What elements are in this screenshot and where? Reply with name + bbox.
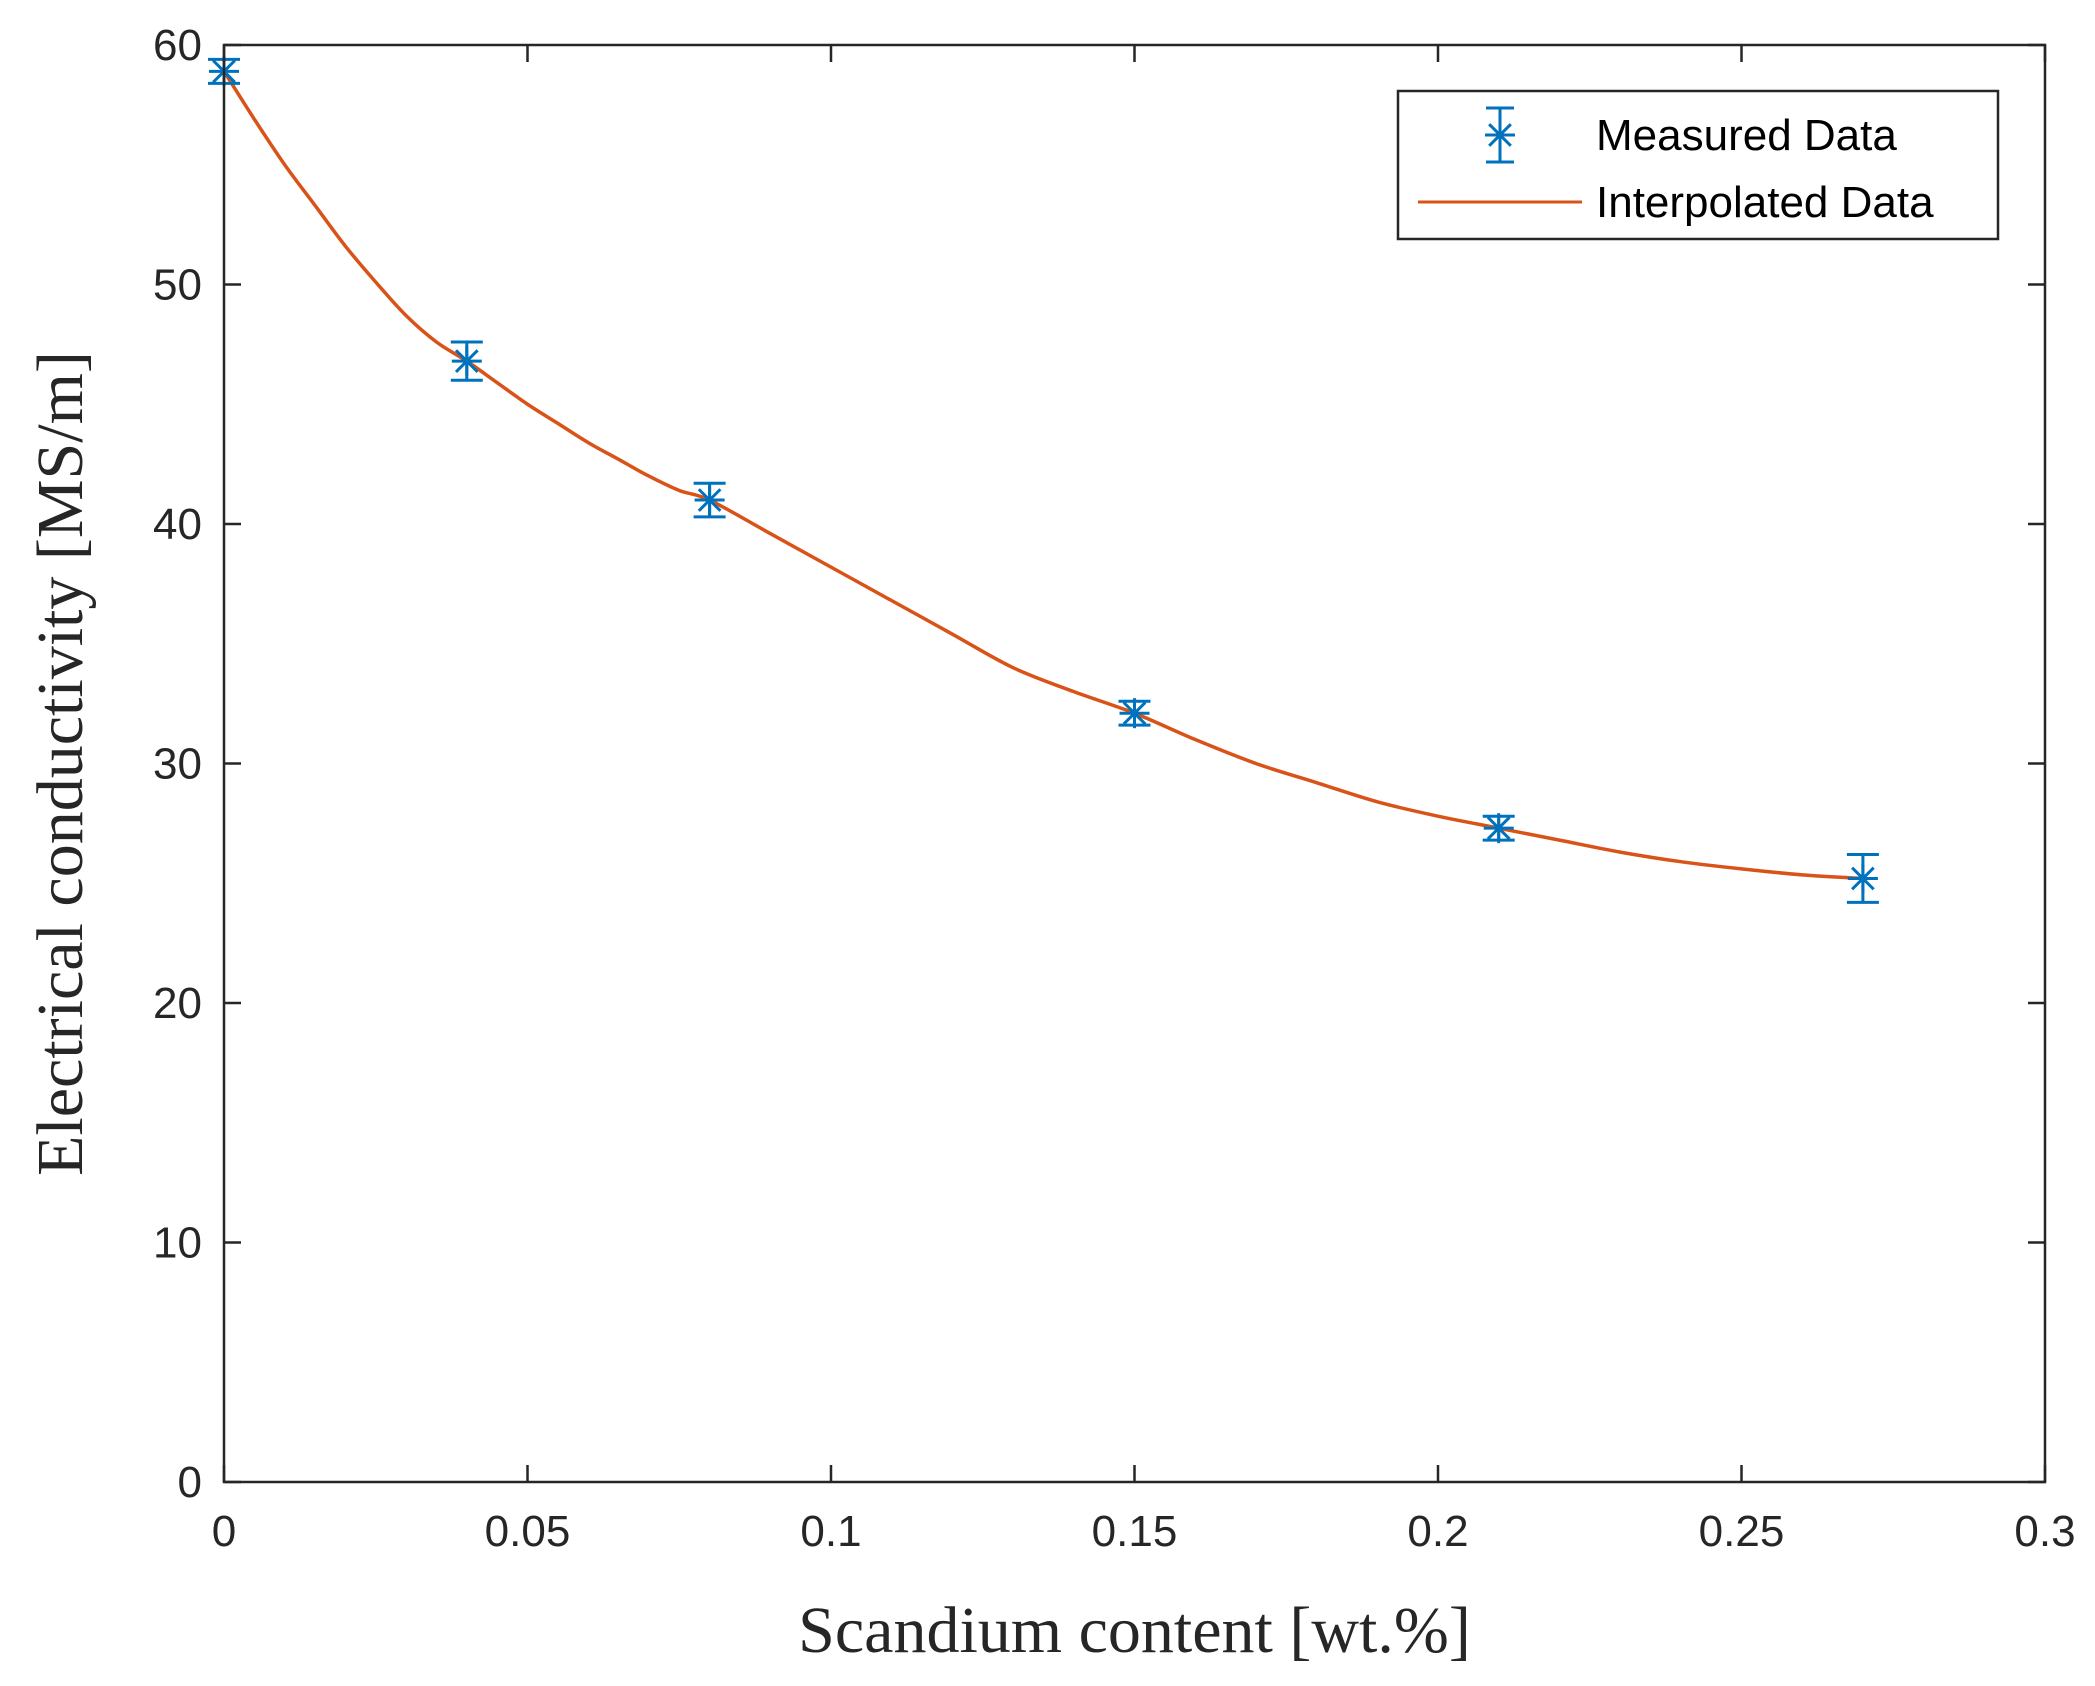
x-tick-label-2: 0.1 [800, 1507, 861, 1556]
legend: Measured Data Interpolated Data [1396, 89, 2000, 241]
measured-point-1 [450, 340, 483, 382]
measured-marker-4-stroke-d2 [1486, 816, 1511, 841]
y-tick-label-5: 50 [153, 261, 202, 310]
y-tick-label-4: 40 [153, 500, 202, 549]
measured-point-4 [1482, 813, 1515, 844]
measured-marker-1-stroke-d2 [454, 349, 479, 374]
x-tick-label-0: 0 [212, 1507, 236, 1556]
measured-point-5 [1846, 853, 1879, 904]
y-tick-label-1: 10 [153, 1219, 202, 1268]
x-tick-label-4: 0.2 [1407, 1507, 1468, 1556]
x-tick-label-3: 0.15 [1092, 1507, 1178, 1556]
y-tick-label-2: 20 [153, 979, 202, 1028]
measured-marker-3-stroke-d2 [1122, 701, 1147, 726]
measured-marker-5-stroke-d2 [1851, 866, 1875, 891]
x-axis-label: Scandium content [wt.%] [798, 1594, 1471, 1667]
measured-marker-4 [1483, 813, 1514, 844]
legend-marker-measured [1485, 106, 1515, 164]
axis-layer: 0 0.05 0.1 0.15 0.2 0.25 0.3 0 10 20 30 40 50 60 [153, 21, 2076, 1556]
measured-marker-2-stroke-d2 [697, 488, 722, 512]
legend-asterisk [1485, 120, 1515, 150]
x-tick-label-5: 0.25 [1699, 1507, 1785, 1556]
y-tick-label-6: 60 [153, 21, 202, 70]
measured-point-2 [693, 481, 726, 519]
legend-label-measured: Measured Data [1596, 111, 1897, 160]
measured-marker-5 [1847, 863, 1878, 894]
legend-box [1396, 89, 2000, 241]
y-tick-label-3: 30 [153, 740, 202, 789]
measured-point-3 [1118, 698, 1151, 729]
measured-marker-1 [451, 346, 482, 377]
measured-marker-3 [1119, 698, 1150, 729]
legend-asterisk-stroke-d2 [1488, 123, 1512, 147]
x-tick-label-6: 0.3 [2014, 1507, 2075, 1556]
legend-label-interpolated: Interpolated Data [1596, 178, 1934, 227]
measured-marker-2 [694, 485, 725, 516]
y-axis-label: Electrical conductivity [MS/m] [24, 351, 97, 1176]
x-tick-label-1: 0.05 [485, 1507, 571, 1556]
y-tick-label-0: 0 [178, 1458, 202, 1507]
